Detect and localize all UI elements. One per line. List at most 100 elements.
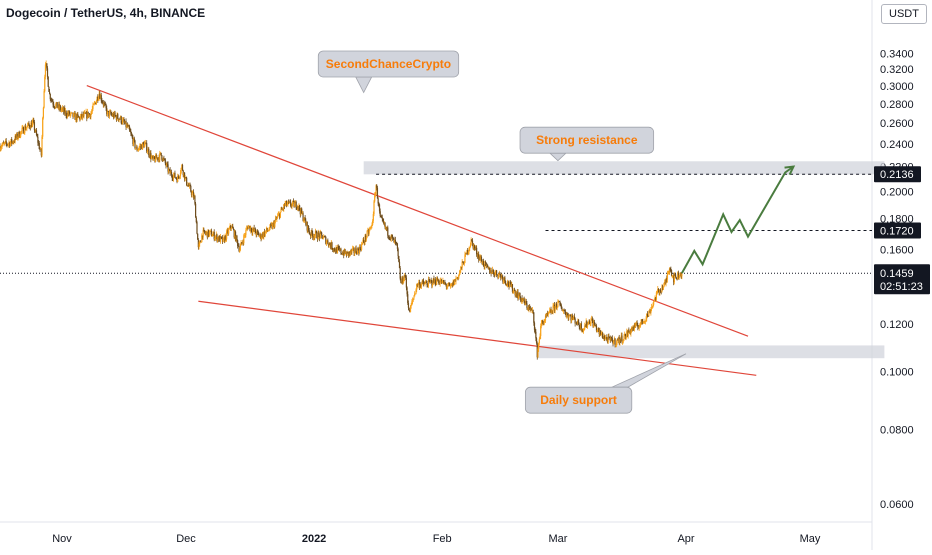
candle-body: [47, 76, 49, 87]
candle-body: [124, 122, 126, 124]
candle-body: [377, 198, 379, 204]
annotation-box[interactable]: [519, 126, 655, 154]
candle-body: [603, 336, 605, 339]
candle-body: [590, 319, 592, 324]
candle-body: [454, 279, 456, 282]
candle-body: [144, 142, 146, 148]
candle-body: [357, 248, 359, 250]
trendline-lower[interactable]: [198, 300, 757, 376]
candle-body: [520, 298, 523, 302]
annotation-box[interactable]: [524, 386, 633, 414]
candle-body: [308, 230, 310, 234]
candle-body: [56, 102, 58, 108]
candle-body: [537, 348, 539, 358]
candle-body: [371, 224, 373, 226]
candle-body: [5, 140, 7, 144]
candle-body: [502, 280, 505, 282]
y-tick-label: 0.0800: [880, 424, 914, 436]
currency-unit-button[interactable]: USDT: [881, 4, 927, 24]
candle-body: [250, 227, 253, 232]
candle-body: [569, 315, 571, 317]
candle-body: [343, 249, 345, 256]
candle-body: [87, 111, 89, 117]
candle-body: [172, 175, 175, 179]
candle-body: [295, 201, 297, 209]
candle-body: [373, 201, 375, 215]
candle-body: [133, 138, 135, 145]
candle-body: [234, 231, 236, 238]
candle-body: [195, 203, 197, 218]
candle-body: [570, 316, 572, 321]
candle-body: [104, 103, 106, 105]
price-tag: [874, 166, 921, 183]
candle-body: [325, 241, 328, 244]
candle-body: [187, 185, 189, 187]
candle-body: [310, 230, 312, 237]
candle-body: [18, 131, 20, 138]
annotation-label: Strong resistance: [536, 133, 638, 147]
candle-body: [483, 265, 485, 267]
candle-body: [259, 234, 261, 237]
annotation-box[interactable]: [317, 50, 460, 78]
candle-body: [19, 136, 21, 138]
candle-body: [184, 177, 186, 180]
candle-body: [92, 104, 94, 109]
candle-body: [230, 225, 232, 229]
candle-body: [400, 282, 403, 284]
candle-body: [6, 144, 9, 146]
candle-body: [124, 120, 126, 124]
candle-body: [423, 281, 425, 284]
candle-body: [569, 315, 571, 317]
candle-body: [491, 273, 493, 274]
candle-body: [146, 151, 148, 152]
candle-body: [265, 231, 267, 233]
candle-body: [575, 322, 577, 324]
trendline-upper[interactable]: [86, 84, 749, 337]
projection-arrowhead: [784, 165, 796, 176]
candle-body: [24, 126, 26, 133]
candle-body: [632, 327, 634, 330]
candle-body: [111, 114, 113, 117]
candle-body: [671, 275, 673, 277]
candle-body: [541, 320, 543, 324]
candle-body: [304, 217, 306, 221]
candle-body: [358, 249, 360, 254]
candle-body: [552, 305, 554, 313]
candle-body: [484, 261, 487, 263]
candle-body: [44, 76, 46, 92]
candle-body: [172, 178, 174, 179]
projection-path[interactable]: [681, 165, 795, 274]
candle-body: [609, 338, 611, 341]
candle-body: [341, 253, 343, 255]
candle-body: [81, 113, 83, 118]
candle-body: [201, 235, 203, 242]
candle-body: [617, 339, 619, 341]
candle-body: [150, 156, 153, 160]
candle-body: [75, 114, 77, 120]
candle-body: [586, 324, 589, 327]
candle-body: [461, 261, 463, 268]
candle-body: [362, 239, 364, 244]
candle-body: [409, 310, 411, 313]
candle-body: [482, 260, 485, 266]
candle-body: [55, 102, 58, 105]
candle-body: [489, 270, 492, 273]
candle-body: [128, 125, 130, 127]
candle-body: [22, 127, 25, 134]
candle-body: [301, 208, 303, 214]
candle-body: [250, 227, 252, 231]
candle-body: [27, 122, 29, 126]
candle-body: [31, 122, 33, 128]
candle-body: [52, 101, 54, 105]
candle-body: [206, 231, 208, 233]
candle-body: [664, 281, 666, 284]
y-tick-label: 0.1200: [880, 319, 914, 331]
candle-body: [605, 337, 607, 338]
candle-body: [199, 241, 202, 243]
candle-body: [640, 319, 642, 323]
candle-body: [540, 323, 542, 327]
candle-body: [429, 280, 431, 282]
candle-body: [38, 142, 40, 150]
candle-body: [15, 133, 18, 138]
